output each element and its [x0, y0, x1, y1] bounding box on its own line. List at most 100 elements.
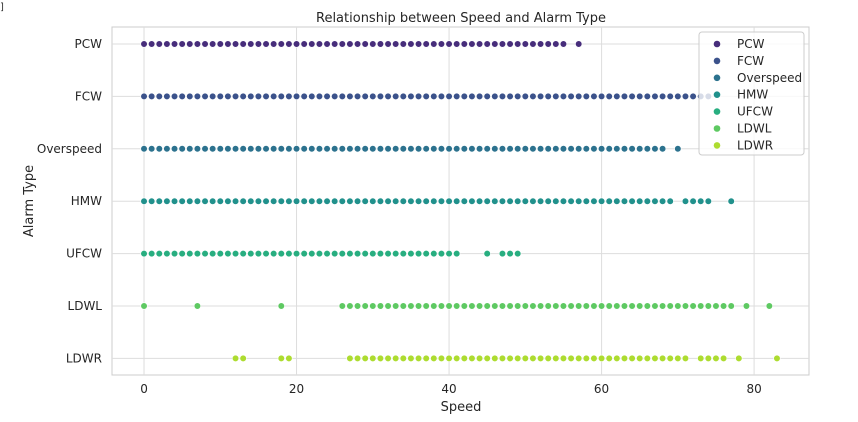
data-point [407, 40, 415, 48]
data-point [247, 250, 255, 258]
data-point [628, 92, 636, 100]
data-point [414, 302, 423, 310]
legend-marker [713, 142, 721, 149]
data-point [315, 250, 324, 258]
data-point [353, 197, 362, 205]
data-point [468, 145, 476, 153]
data-point [178, 197, 186, 205]
data-point [346, 197, 354, 205]
data-point [170, 145, 179, 153]
data-point [353, 145, 362, 153]
data-point [651, 354, 659, 363]
data-point [613, 197, 621, 205]
data-point [605, 92, 613, 100]
data-point [559, 40, 568, 48]
data-point [536, 145, 545, 153]
data-point [666, 354, 674, 363]
data-point [369, 354, 377, 363]
data-point [582, 92, 590, 100]
data-point [224, 92, 232, 100]
data-point [361, 40, 369, 48]
data-point [468, 40, 476, 48]
data-point [140, 302, 148, 310]
data-point [536, 197, 545, 205]
data-point [323, 92, 331, 100]
data-point [308, 145, 316, 153]
data-point [270, 250, 278, 258]
data-point [300, 145, 308, 153]
data-point [224, 145, 232, 153]
data-point [491, 302, 499, 310]
data-point [605, 302, 613, 310]
data-point [536, 302, 545, 310]
data-point [399, 40, 407, 48]
data-point [140, 92, 148, 100]
data-point [155, 145, 163, 153]
data-point [247, 92, 255, 100]
data-point [323, 250, 331, 258]
data-point [498, 250, 507, 258]
data-point [491, 40, 499, 48]
data-point [140, 250, 148, 258]
data-point [483, 250, 491, 258]
data-point [674, 302, 682, 310]
data-point [521, 197, 529, 205]
data-point [643, 197, 651, 205]
data-point [361, 197, 369, 205]
data-point [353, 250, 362, 258]
data-point [392, 197, 400, 205]
data-point [590, 145, 598, 153]
data-point [453, 197, 461, 205]
data-point [590, 92, 598, 100]
data-point [445, 40, 453, 48]
data-point [552, 354, 560, 363]
data-point [270, 197, 278, 205]
data-point [437, 250, 446, 258]
data-point [552, 197, 560, 205]
data-point [681, 302, 690, 310]
data-point [506, 250, 514, 258]
data-point [529, 197, 537, 205]
data-point [323, 40, 331, 48]
data-point [163, 92, 171, 100]
data-point [239, 250, 247, 258]
data-point [270, 92, 278, 100]
data-point [361, 145, 369, 153]
data-point [292, 197, 301, 205]
data-point [292, 250, 301, 258]
data-point [148, 197, 156, 205]
data-point [231, 354, 240, 363]
data-point [506, 354, 514, 363]
data-point [697, 354, 705, 363]
legend-marker [713, 91, 721, 98]
data-point [468, 92, 476, 100]
data-point [643, 145, 651, 153]
data-point [422, 354, 430, 363]
data-point [521, 40, 529, 48]
data-point [453, 302, 461, 310]
data-point [514, 40, 522, 48]
data-point [521, 354, 529, 363]
data-point [315, 92, 324, 100]
data-point [483, 92, 491, 100]
data-point [498, 302, 507, 310]
data-point [430, 302, 438, 310]
legend-label: Overspeed [737, 71, 802, 85]
data-point [384, 354, 392, 363]
data-point [430, 145, 438, 153]
data-point [590, 197, 598, 205]
data-point [277, 302, 285, 310]
data-point [376, 354, 385, 363]
data-point [529, 92, 537, 100]
data-point [483, 40, 491, 48]
data-point [704, 354, 712, 363]
data-point [727, 197, 735, 205]
data-point [498, 92, 507, 100]
data-point [704, 197, 712, 205]
data-point [285, 354, 293, 363]
data-point [437, 302, 446, 310]
data-point [148, 40, 156, 48]
data-point [544, 92, 552, 100]
data-point [407, 145, 415, 153]
data-point [544, 145, 552, 153]
